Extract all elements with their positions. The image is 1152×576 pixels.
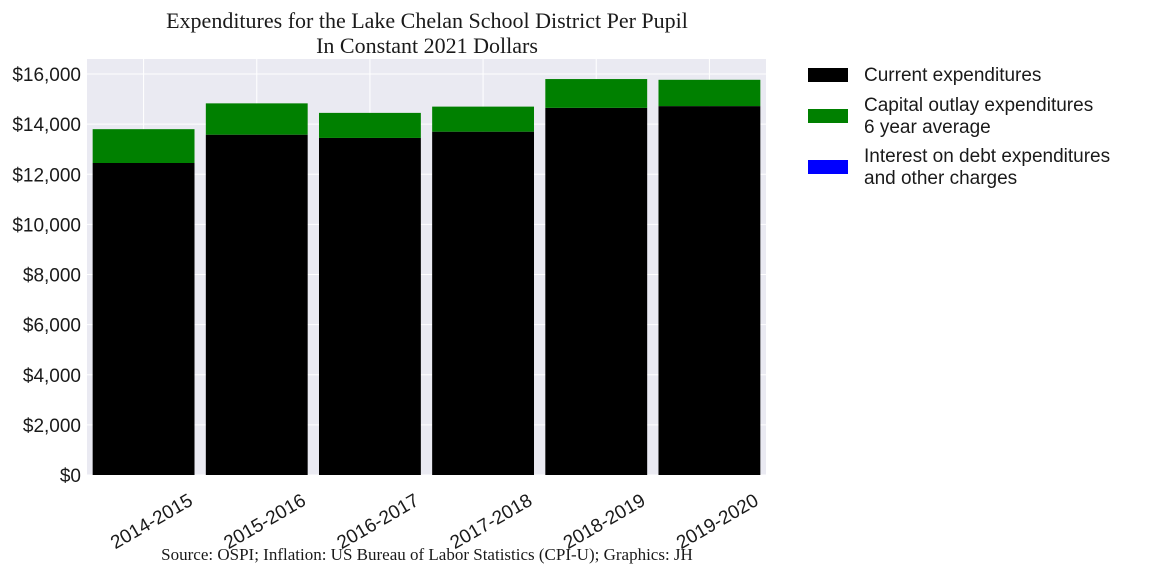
y-axis: $0 $2,000 $4,000 $6,000 $8,000 $10,000 $12,000… <box>12 65 81 487</box>
y-tick-label: $6,000 <box>23 316 81 337</box>
bar-2016-2017-series-0 <box>318 137 421 475</box>
bar-2016-2017-series-1 <box>318 112 421 138</box>
y-tick-label: $8,000 <box>23 266 81 287</box>
legend-swatch-0 <box>808 68 848 82</box>
bar-2015-2016-series-0 <box>205 134 308 475</box>
bar-2019-2020-series-0 <box>658 106 761 475</box>
chart-title-line-1: Expenditures for the Lake Chelan School … <box>166 8 688 33</box>
bar-2018-2019-series-1 <box>545 79 648 108</box>
chart-title-line-2: In Constant 2021 Dollars <box>316 33 538 58</box>
bars <box>92 79 761 476</box>
bar-2019-2020-series-1 <box>658 79 761 107</box>
legend-swatch-1 <box>808 109 848 123</box>
source-note: Source: OSPI; Inflation: US Bureau of La… <box>161 545 693 564</box>
y-tick-label: $14,000 <box>12 115 81 136</box>
y-tick-label: $12,000 <box>12 165 81 186</box>
y-tick-label: $0 <box>60 466 81 487</box>
legend-label-2: and other charges <box>864 168 1017 189</box>
y-tick-label: $4,000 <box>23 366 81 387</box>
y-tick-label: $2,000 <box>23 416 81 437</box>
legend: Current expenditures Capital outlay expen… <box>808 65 1110 189</box>
bar-2015-2016-series-1 <box>205 103 308 135</box>
plot-area <box>87 59 766 475</box>
legend-label-1: Capital outlay expenditures <box>864 95 1093 116</box>
bar-2017-2018-series-1 <box>432 106 535 132</box>
bar-2014-2015-series-0 <box>92 163 195 475</box>
legend-label-1: 6 year average <box>864 117 991 138</box>
bar-2014-2015-series-1 <box>92 129 195 163</box>
legend-swatch-2 <box>808 160 848 174</box>
y-tick-label: $16,000 <box>12 65 81 86</box>
bar-2018-2019-series-0 <box>545 107 648 476</box>
bar-2017-2018-series-0 <box>432 131 535 476</box>
legend-label-2: Interest on debt expenditures <box>864 146 1110 167</box>
y-tick-label: $10,000 <box>12 215 81 236</box>
legend-label-0: Current expenditures <box>864 65 1041 86</box>
